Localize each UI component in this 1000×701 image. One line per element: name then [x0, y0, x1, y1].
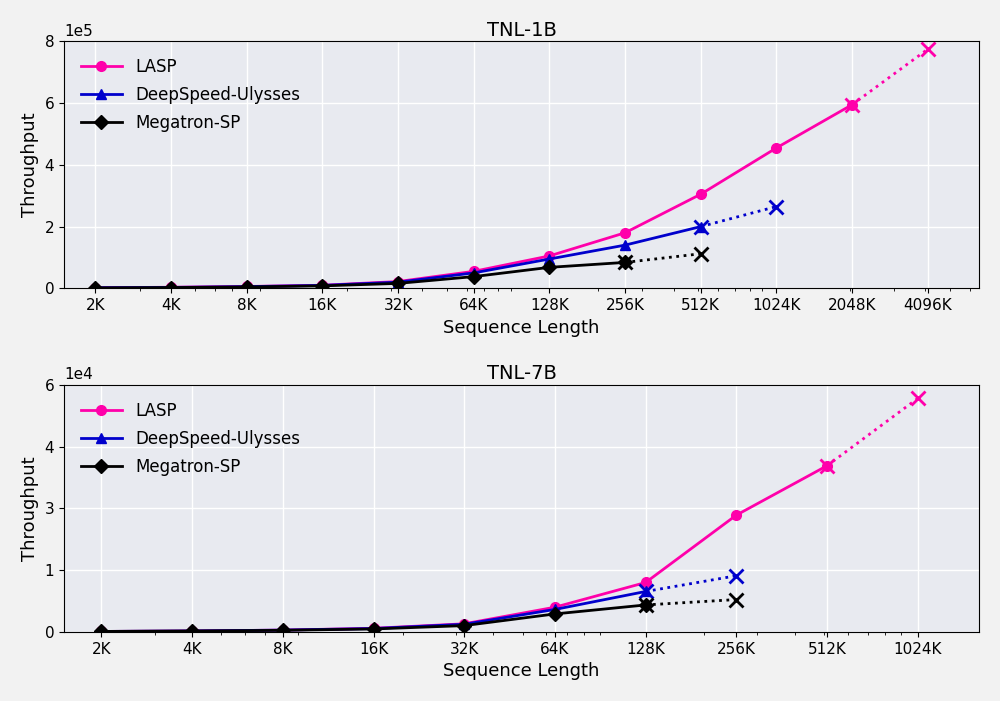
LASP: [458, 620, 470, 628]
Line: LASP: LASP: [97, 461, 832, 637]
LASP: [543, 252, 555, 260]
Megatron-SP: [316, 282, 328, 290]
Megatron-SP: [549, 610, 561, 618]
LASP: [186, 627, 198, 635]
DeepSpeed-Ulysses: [543, 254, 555, 263]
Megatron-SP: [186, 627, 198, 635]
LASP: [640, 578, 652, 587]
LASP: [316, 281, 328, 290]
LASP: [695, 190, 707, 198]
Megatron-SP: [640, 601, 652, 609]
LASP: [89, 283, 101, 292]
Megatron-SP: [543, 263, 555, 271]
Megatron-SP: [619, 258, 631, 266]
DeepSpeed-Ulysses: [458, 620, 470, 629]
LASP: [549, 603, 561, 611]
LASP: [770, 144, 782, 152]
Line: LASP: LASP: [90, 100, 857, 292]
Megatron-SP: [368, 625, 380, 633]
LASP: [368, 624, 380, 632]
Title: TNL-1B: TNL-1B: [487, 21, 556, 40]
Line: Megatron-SP: Megatron-SP: [90, 257, 630, 293]
Legend: LASP, DeepSpeed-Ulysses, Megatron-SP: LASP, DeepSpeed-Ulysses, Megatron-SP: [72, 50, 309, 140]
Y-axis label: Throughput: Throughput: [21, 113, 39, 217]
LASP: [730, 511, 742, 519]
Megatron-SP: [241, 283, 253, 291]
Megatron-SP: [165, 283, 177, 292]
Megatron-SP: [392, 279, 404, 287]
Title: TNL-7B: TNL-7B: [487, 365, 556, 383]
DeepSpeed-Ulysses: [549, 605, 561, 613]
Legend: LASP, DeepSpeed-Ulysses, Megatron-SP: LASP, DeepSpeed-Ulysses, Megatron-SP: [72, 393, 309, 484]
DeepSpeed-Ulysses: [392, 278, 404, 287]
Line: DeepSpeed-Ulysses: DeepSpeed-Ulysses: [97, 587, 650, 637]
Megatron-SP: [277, 626, 289, 634]
DeepSpeed-Ulysses: [89, 283, 101, 292]
DeepSpeed-Ulysses: [619, 241, 631, 250]
DeepSpeed-Ulysses: [165, 283, 177, 292]
Text: 1e5: 1e5: [64, 24, 93, 39]
LASP: [95, 627, 107, 636]
LASP: [468, 267, 480, 275]
DeepSpeed-Ulysses: [186, 627, 198, 635]
LASP: [619, 229, 631, 237]
Megatron-SP: [95, 627, 107, 636]
DeepSpeed-Ulysses: [695, 222, 707, 231]
LASP: [241, 283, 253, 291]
Megatron-SP: [89, 284, 101, 292]
X-axis label: Sequence Length: Sequence Length: [443, 662, 600, 680]
LASP: [821, 461, 833, 470]
LASP: [392, 278, 404, 286]
DeepSpeed-Ulysses: [316, 281, 328, 290]
LASP: [277, 626, 289, 634]
DeepSpeed-Ulysses: [368, 625, 380, 633]
Text: 1e4: 1e4: [64, 367, 93, 383]
Megatron-SP: [468, 273, 480, 281]
X-axis label: Sequence Length: Sequence Length: [443, 319, 600, 336]
LASP: [165, 283, 177, 292]
DeepSpeed-Ulysses: [640, 587, 652, 596]
LASP: [846, 100, 858, 109]
DeepSpeed-Ulysses: [95, 627, 107, 636]
DeepSpeed-Ulysses: [241, 283, 253, 291]
Megatron-SP: [458, 621, 470, 629]
DeepSpeed-Ulysses: [277, 626, 289, 634]
Line: Megatron-SP: Megatron-SP: [97, 600, 650, 637]
DeepSpeed-Ulysses: [468, 268, 480, 277]
Y-axis label: Throughput: Throughput: [21, 456, 39, 561]
Line: DeepSpeed-Ulysses: DeepSpeed-Ulysses: [90, 222, 706, 292]
